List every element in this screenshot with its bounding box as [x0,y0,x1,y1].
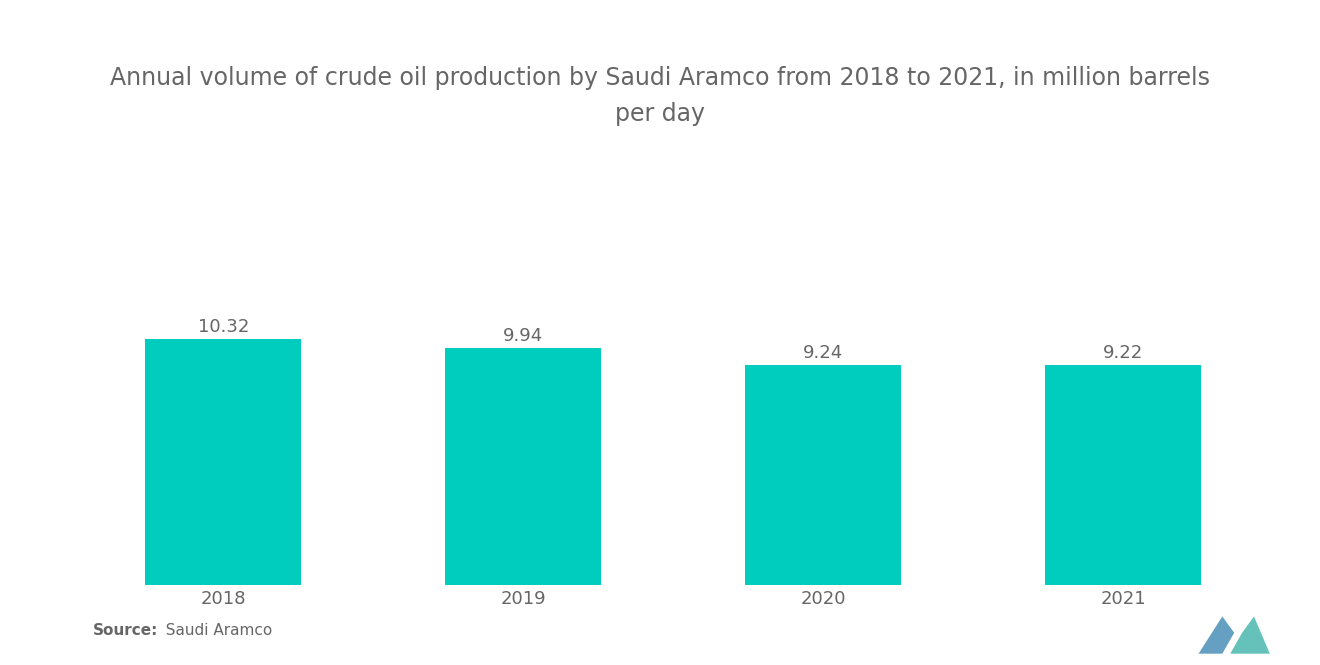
Text: Annual volume of crude oil production by Saudi Aramco from 2018 to 2021, in mill: Annual volume of crude oil production by… [110,66,1210,126]
Text: Source:: Source: [92,623,158,638]
Text: 9.94: 9.94 [503,327,544,345]
Bar [1045,365,1201,585]
Text: 9.24: 9.24 [803,344,843,362]
Bar [746,365,902,585]
Text: 10.32: 10.32 [198,319,249,336]
Bar [145,339,301,585]
Text: Saudi Aramco: Saudi Aramco [156,623,272,638]
Text: 9.22: 9.22 [1104,344,1143,362]
Bar [445,348,601,585]
